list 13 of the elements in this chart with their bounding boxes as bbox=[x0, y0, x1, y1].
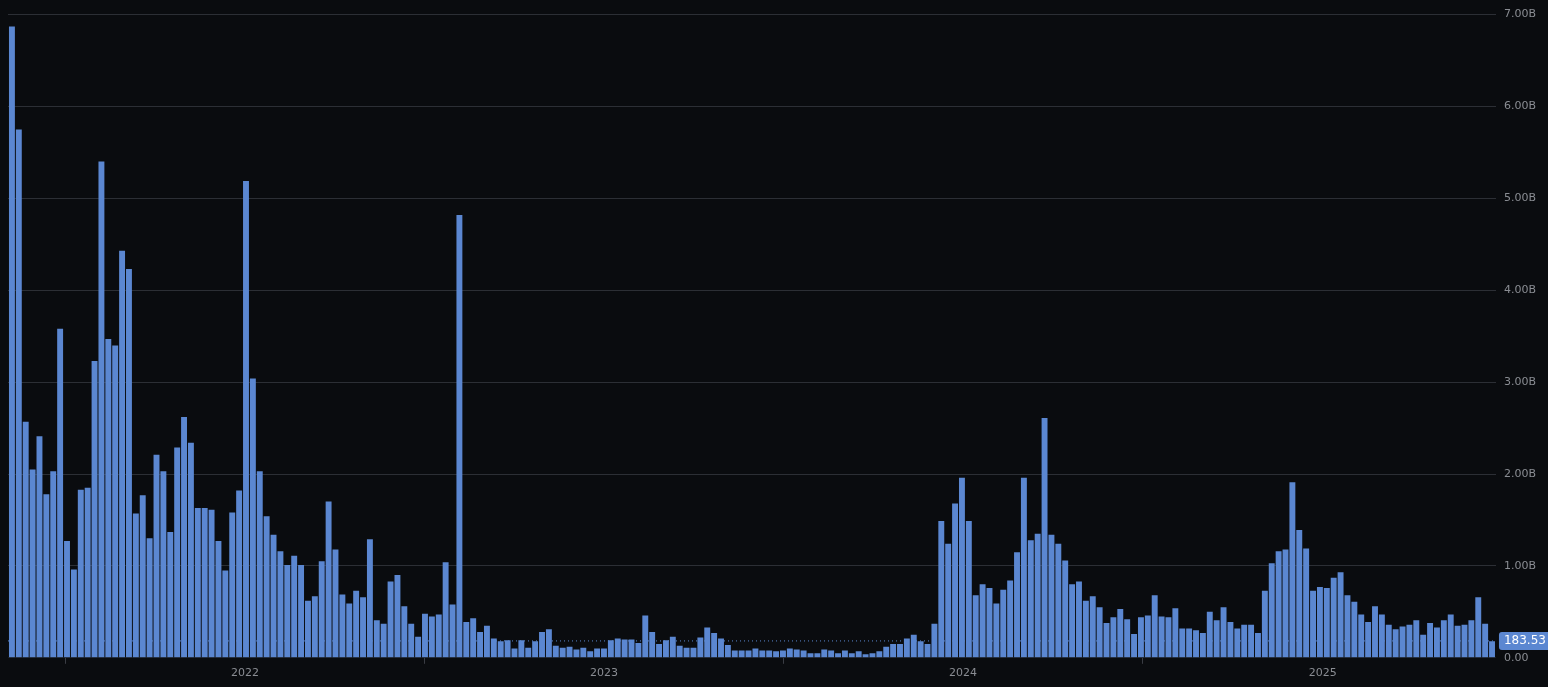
y-tick-label: 5.00B bbox=[1503, 191, 1537, 205]
y-tick-label: 1.00B bbox=[1503, 558, 1537, 572]
y-tick-label: 4.00B bbox=[1503, 283, 1537, 297]
y-tick-label: 2.00B bbox=[1503, 466, 1537, 480]
y-tick-label: 0.00 bbox=[1503, 650, 1529, 664]
x-tick-label: 2022 bbox=[231, 666, 260, 680]
ref-line-label: 183.53 bbox=[1503, 633, 1546, 648]
x-tick-label: 2023 bbox=[589, 666, 618, 680]
x-tick-label: 2024 bbox=[948, 666, 977, 680]
y-tick-label: 6.00B bbox=[1503, 99, 1537, 113]
y-tick-label: 3.00B bbox=[1503, 375, 1537, 388]
x-tick-label: 2025 bbox=[1308, 666, 1337, 680]
y-tick-label: 7.00B bbox=[1503, 7, 1537, 21]
